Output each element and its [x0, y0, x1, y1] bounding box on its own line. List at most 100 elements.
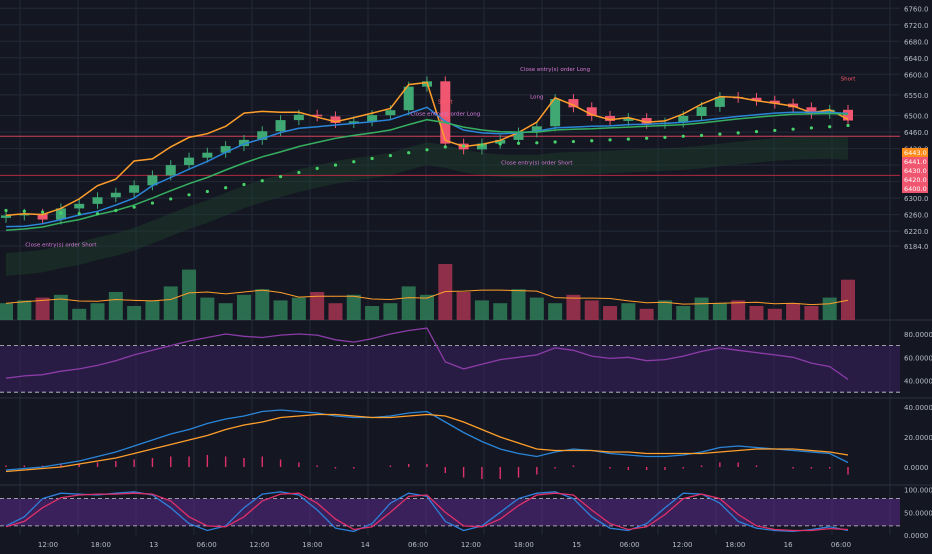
- candle[interactable]: [623, 118, 634, 121]
- candle[interactable]: [806, 107, 817, 114]
- volume-bar: [346, 294, 361, 320]
- volume-bar: [786, 303, 801, 320]
- candle[interactable]: [476, 143, 487, 150]
- psar-dot: [278, 175, 283, 179]
- psar-dot: [4, 208, 8, 213]
- time-axis-label: 12:00: [672, 541, 692, 549]
- candle[interactable]: [19, 213, 30, 216]
- stochastic-tick-label: 100.0000: [904, 487, 932, 495]
- stochastic-band: [0, 498, 900, 526]
- candle[interactable]: [147, 175, 158, 186]
- volume-bar: [72, 308, 87, 320]
- rsi-pane[interactable]: [0, 327, 900, 393]
- candle[interactable]: [714, 96, 725, 107]
- ichimoku-cloud: [6, 136, 848, 276]
- candle[interactable]: [348, 121, 359, 123]
- volume-bar: [401, 286, 416, 320]
- volume-bar: [493, 303, 508, 320]
- psar-dot: [462, 144, 466, 148]
- rsi-tick-label: 60.0000: [904, 354, 932, 362]
- candle[interactable]: [440, 81, 451, 144]
- candle[interactable]: [769, 100, 780, 104]
- price-badge-label: 6420.0: [904, 176, 927, 184]
- psar-dot: [242, 182, 246, 187]
- macd-line[interactable]: [5, 409, 849, 471]
- psar-dot: [95, 212, 100, 216]
- trade-annotation: Short: [841, 77, 857, 83]
- stochastic-pane[interactable]: [0, 491, 900, 533]
- volume-bar: [200, 297, 215, 320]
- volume-bar: [621, 303, 636, 320]
- psar-dot: [645, 136, 649, 140]
- volume-bar: [657, 300, 672, 320]
- macd-pane[interactable]: [5, 409, 849, 479]
- psar-dot: [132, 205, 136, 209]
- candle[interactable]: [202, 152, 213, 158]
- time-axis-label: 12:00: [249, 541, 269, 549]
- volume-bar: [383, 303, 398, 320]
- candle[interactable]: [37, 213, 48, 220]
- candle[interactable]: [220, 146, 231, 153]
- candle[interactable]: [696, 106, 707, 116]
- volume-bar: [474, 300, 489, 320]
- candle[interactable]: [1, 215, 11, 218]
- trade-annotation: Close entry(s) order Long: [520, 67, 590, 73]
- psar-dot: [516, 141, 521, 145]
- volume-bar: [0, 303, 13, 320]
- candle[interactable]: [513, 132, 524, 140]
- candle[interactable]: [403, 86, 414, 111]
- volume-bar: [90, 303, 105, 320]
- candle[interactable]: [751, 97, 762, 101]
- candle[interactable]: [74, 203, 85, 209]
- candle[interactable]: [568, 99, 579, 108]
- time-axis-label: 06:00: [197, 541, 217, 549]
- candle[interactable]: [605, 115, 616, 121]
- candle[interactable]: [550, 99, 561, 127]
- volume-bar: [548, 303, 563, 320]
- candle[interactable]: [293, 114, 304, 121]
- psar-dot: [59, 211, 63, 215]
- candle[interactable]: [129, 185, 140, 193]
- candle[interactable]: [531, 126, 542, 133]
- candle[interactable]: [257, 131, 268, 140]
- candle[interactable]: [641, 118, 652, 124]
- candle[interactable]: [165, 165, 176, 176]
- price-tick-label: 6300.0: [904, 195, 929, 203]
- volume-bar: [145, 300, 160, 320]
- psar-dot: [773, 128, 777, 133]
- candle[interactable]: [330, 116, 341, 123]
- psar-dot: [608, 138, 612, 142]
- psar-dot: [443, 145, 447, 149]
- psar-dot: [828, 125, 832, 129]
- stochastic-d-line[interactable]: [5, 492, 849, 532]
- axes: 6760.0 6720.0 6680.0 6640.0 6600.0 6550.0 6500…: [38, 5, 932, 549]
- candle[interactable]: [184, 157, 195, 166]
- candle[interactable]: [312, 114, 323, 117]
- candle[interactable]: [238, 139, 249, 147]
- psar-dot: [407, 151, 411, 155]
- candle[interactable]: [843, 109, 853, 121]
- psar-dot: [535, 141, 539, 145]
- psar-dot: [736, 131, 740, 135]
- candle[interactable]: [92, 197, 103, 204]
- psar-dot: [553, 140, 557, 144]
- candle[interactable]: [275, 120, 286, 132]
- macd-signal-line[interactable]: [5, 413, 849, 473]
- rsi-line[interactable]: [5, 327, 849, 380]
- price-pane[interactable]: Short Close entry(s) order Long Close entr…: [0, 67, 900, 276]
- candle[interactable]: [495, 139, 506, 144]
- time-axis-label: 15: [572, 541, 581, 549]
- rsi-tick-label: 40.0000: [904, 378, 932, 386]
- psar-dot: [169, 197, 173, 201]
- candle[interactable]: [385, 110, 396, 116]
- volume-bar: [676, 306, 691, 320]
- candle[interactable]: [586, 107, 597, 116]
- macd-tick-label: 20.0000: [904, 434, 932, 442]
- candle[interactable]: [678, 115, 689, 123]
- trade-annotation: Short: [438, 100, 454, 106]
- candle[interactable]: [110, 192, 121, 198]
- candle[interactable]: [367, 115, 378, 122]
- volume-bar: [218, 303, 233, 320]
